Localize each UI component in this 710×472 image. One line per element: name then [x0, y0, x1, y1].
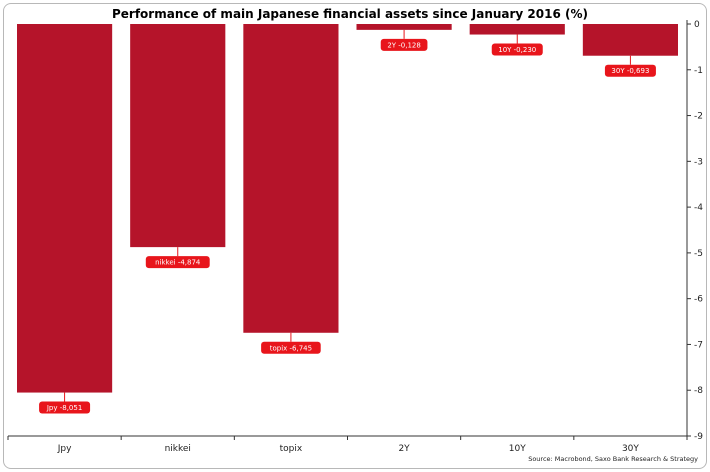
x-tick-label: 30Y	[622, 444, 639, 454]
bar-30y	[582, 24, 678, 56]
chart-frame	[3, 3, 707, 469]
data-label: 10Y -0,230	[498, 46, 536, 54]
data-label-box	[261, 341, 321, 354]
data-label: 30Y -0,693	[611, 67, 649, 75]
data-label-box	[39, 401, 91, 414]
data-label: 2Y -0,128	[387, 41, 421, 49]
y-tick-label: -7	[694, 340, 703, 350]
x-tick-label: nikkei	[165, 444, 191, 454]
chart-title: Performance of main Japanese financial a…	[111, 7, 588, 21]
bar-jpy	[17, 24, 113, 393]
data-label: nikkei -4,874	[155, 259, 201, 267]
x-tick-label: 2Y	[398, 444, 410, 454]
y-tick-label: 0	[694, 20, 700, 30]
y-tick-label: -3	[694, 157, 703, 167]
y-tick-label: -5	[694, 249, 703, 259]
source-note: Source: Macrobond, Saxo Bank Research & …	[528, 455, 698, 463]
data-label-box	[491, 43, 543, 56]
data-label-box	[604, 64, 656, 77]
bars-layer	[17, 24, 678, 393]
bar-topix	[243, 24, 339, 333]
data-label-box	[380, 38, 428, 51]
y-tick-label: -4	[694, 203, 703, 213]
y-tick-label: -1	[694, 66, 703, 76]
y-tick-label: -2	[694, 112, 703, 122]
bar-2y	[356, 24, 452, 30]
y-axis: 0 -1 -2 -3 -4 -5 -6 -7 -8 -9	[686, 20, 703, 442]
data-label: Jpy -8,051	[46, 404, 82, 412]
bar-10y	[469, 24, 565, 35]
data-labels-layer: Jpy -8,051 nikkei -4,874 topix -6,745 2Y -0…	[39, 29, 656, 414]
bar-nikkei	[130, 24, 226, 248]
x-tick-label: Jpy	[57, 444, 72, 454]
data-label: topix -6,745	[270, 344, 312, 352]
x-tick-label: 10Y	[509, 444, 526, 454]
y-tick-label: -6	[694, 295, 703, 305]
y-tick-label: -9	[694, 432, 703, 442]
x-tick-label: topix	[280, 444, 303, 454]
data-label-box	[145, 256, 210, 269]
x-axis: Jpy nikkei topix 2Y 10Y 30Y	[7, 435, 688, 454]
y-tick-label: -8	[694, 386, 703, 396]
